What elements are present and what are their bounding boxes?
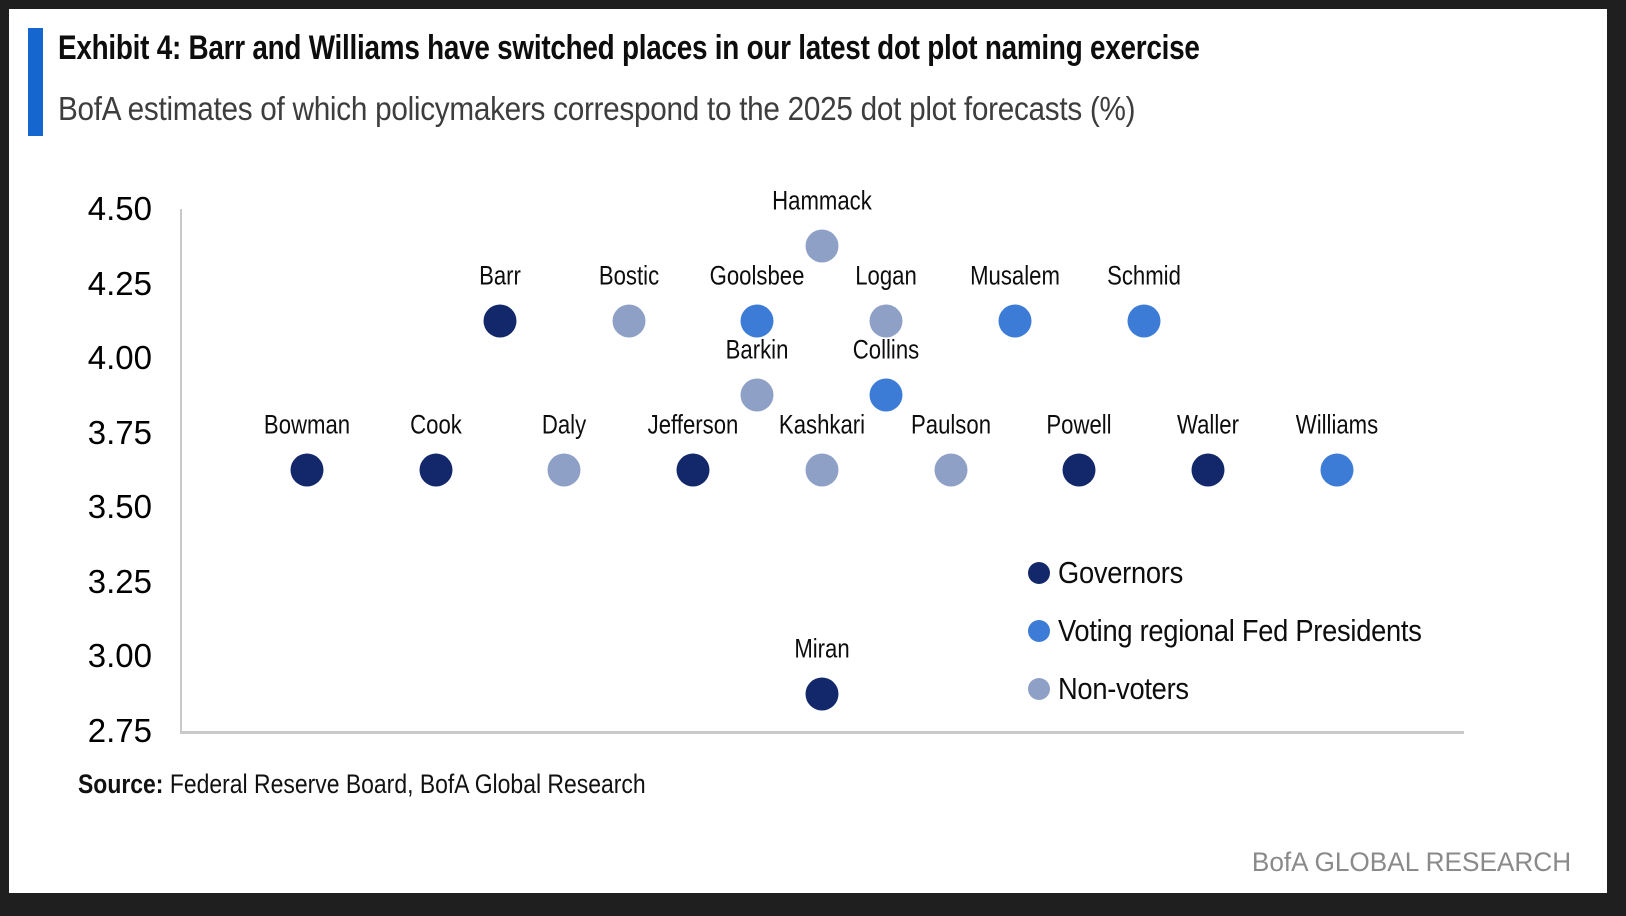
y-tick-label: 4.25	[87, 264, 152, 302]
y-tick-label: 3.00	[87, 637, 152, 675]
dot-powell	[1062, 453, 1096, 487]
dot-bowman	[290, 453, 324, 487]
source-line: Source: Federal Reserve Board, BofA Glob…	[78, 769, 646, 800]
dot-barr	[483, 304, 517, 338]
dot-kashkari	[805, 453, 839, 487]
dot-label-miran: Miran	[794, 633, 850, 664]
chart-legend: Governors Voting regional Fed Presidents N…	[1028, 544, 1471, 718]
dot-label-schmid: Schmid	[1106, 260, 1181, 291]
legend-label-voters: Voting regional Fed Presidents	[1058, 613, 1422, 648]
brand-footer: BofA GLOBAL RESEARCH	[1251, 847, 1571, 877]
dot-barkin	[740, 378, 774, 412]
y-axis-line	[180, 209, 182, 733]
dot-paulson	[934, 453, 967, 487]
legend-item-governors: Governors	[1028, 544, 1471, 602]
dot-label-musalem: Musalem	[969, 260, 1060, 291]
dot-label-cook: Cook	[409, 409, 462, 440]
dot-williams	[1320, 453, 1354, 487]
legend-dot-nonvoters	[1028, 678, 1050, 700]
dot-label-waller: Waller	[1176, 409, 1239, 440]
dot-cook	[419, 453, 453, 487]
legend-label-nonvoters: Non-voters	[1058, 671, 1189, 706]
legend-label-governors: Governors	[1058, 555, 1183, 590]
dot-label-paulson: Paulson	[910, 409, 991, 440]
exhibit-subtitle: BofA estimates of which policymakers cor…	[58, 90, 1136, 127]
dot-goolsbee	[740, 304, 774, 338]
dot-label-jefferson: Jefferson	[647, 409, 739, 440]
dot-label-hammack: Hammack	[771, 185, 872, 216]
dot-label-goolsbee: Goolsbee	[710, 260, 805, 291]
dot-schmid	[1127, 304, 1161, 338]
dot-label-collins: Collins	[852, 334, 920, 365]
dot-label-kashkari: Kashkari	[778, 409, 865, 440]
legend-item-voters: Voting regional Fed Presidents	[1028, 602, 1471, 660]
dot-label-bowman: Bowman	[263, 409, 351, 440]
dot-label-logan: Logan	[855, 260, 917, 291]
source-label: Source:	[78, 769, 164, 799]
dot-miran	[805, 677, 839, 711]
dot-bostic	[612, 304, 646, 338]
dot-waller	[1191, 453, 1225, 487]
exhibit-card: Exhibit 4: Barr and Williams have switch…	[9, 9, 1607, 893]
y-tick-label: 4.50	[87, 190, 152, 227]
source-text: Federal Reserve Board, BofA Global Resea…	[163, 769, 646, 799]
y-tick-label: 3.50	[87, 488, 152, 526]
dot-label-williams: Williams	[1295, 409, 1378, 440]
dot-musalem	[998, 304, 1032, 338]
dot-jefferson	[676, 453, 710, 487]
dot-hammack	[805, 229, 839, 263]
legend-dot-voters	[1028, 620, 1050, 642]
dot-label-powell: Powell	[1046, 409, 1112, 440]
y-tick-label: 3.25	[87, 562, 152, 600]
y-tick-label: 2.75	[87, 712, 152, 749]
dot-logan	[869, 304, 903, 338]
dot-plot-chart: 4.50 4.25 4.00 3.75 3.50 3.25 3.00 2.75 Bowman C…	[9, 9, 1607, 893]
dot-daly	[547, 453, 581, 487]
legend-item-nonvoters: Non-voters	[1028, 660, 1471, 718]
dot-label-barr: Barr	[479, 260, 521, 291]
exhibit-title: Exhibit 4: Barr and Williams have switch…	[58, 29, 1200, 67]
title-accent-bar	[28, 28, 43, 136]
x-axis-line	[180, 731, 1464, 734]
dot-label-bostic: Bostic	[598, 260, 659, 291]
legend-dot-governors	[1028, 562, 1050, 584]
y-tick-label: 3.75	[87, 413, 152, 451]
dot-collins	[869, 378, 903, 412]
dot-label-daly: Daly	[542, 409, 587, 440]
y-tick-label: 4.00	[87, 339, 152, 377]
dot-label-barkin: Barkin	[726, 334, 789, 365]
